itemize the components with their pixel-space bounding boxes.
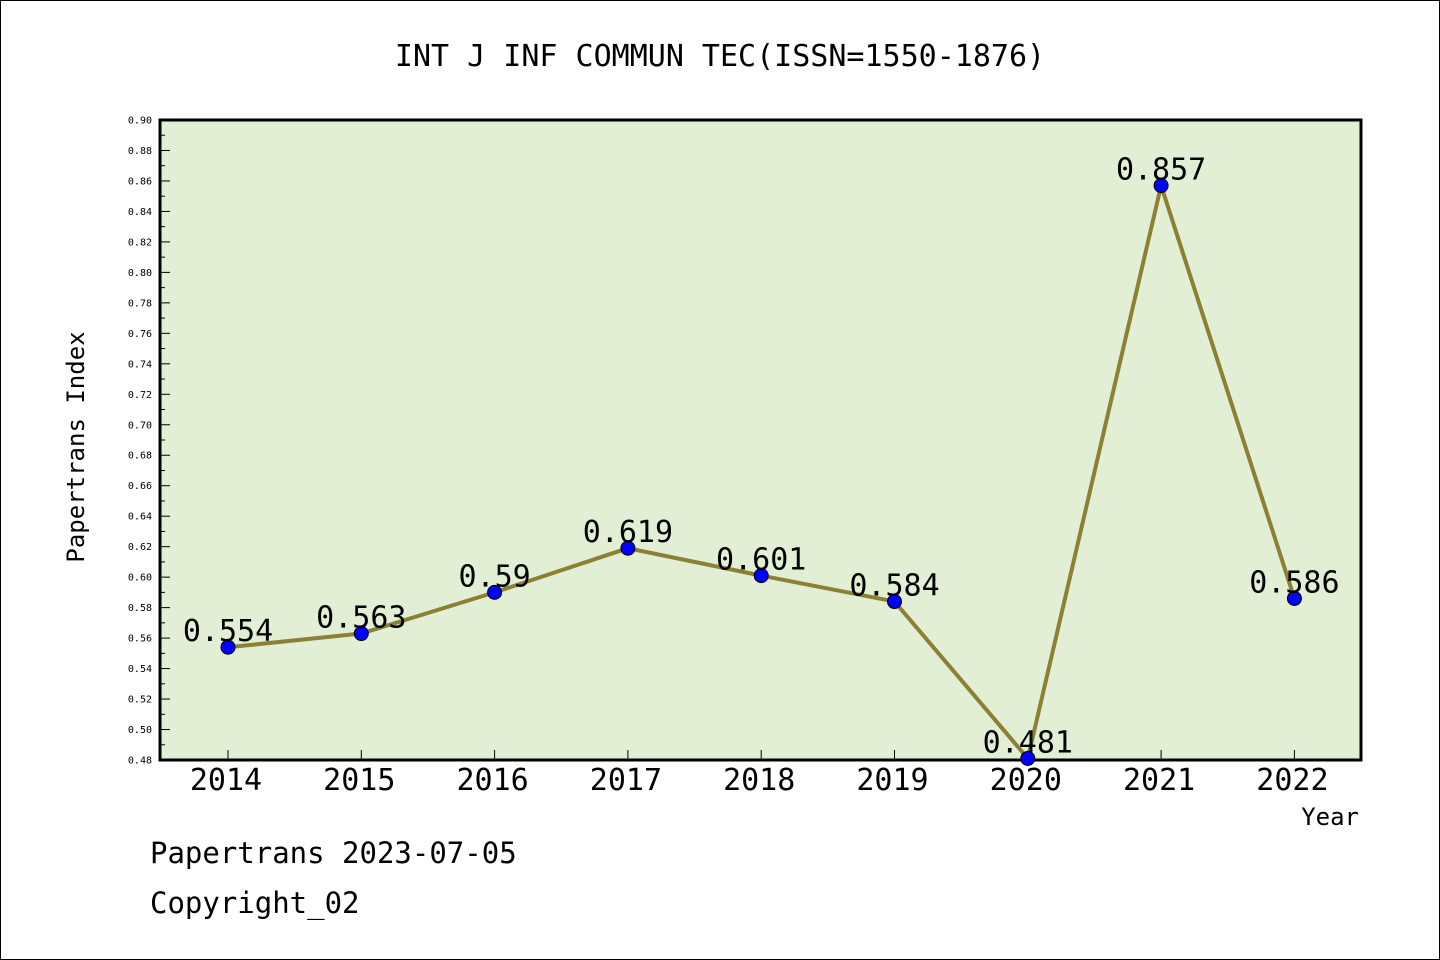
y-tick-label: 0.70 <box>128 420 152 431</box>
y-tick-label: 0.74 <box>128 359 152 370</box>
x-axis-label: Year <box>1301 803 1359 831</box>
data-point <box>1153 178 1169 194</box>
data-point <box>220 639 236 655</box>
x-tick-label: 2020 <box>990 763 1062 798</box>
y-tick-label: 0.78 <box>128 298 152 309</box>
data-label: 0.481 <box>983 725 1073 760</box>
y-tick-label: 0.76 <box>128 329 152 340</box>
chart-title: INT J INF COMMUN TEC(ISSN=1550-1876) <box>395 39 1045 74</box>
plot-area <box>158 118 1363 762</box>
y-tick-label: 0.54 <box>128 664 152 675</box>
data-point <box>620 540 636 556</box>
x-tick-label: 2014 <box>190 763 262 798</box>
x-tick-label: 2021 <box>1123 763 1195 798</box>
y-tick-label: 0.82 <box>128 237 152 248</box>
data-label: 0.59 <box>458 559 530 594</box>
y-tick-label: 0.56 <box>128 634 152 645</box>
footer-copyright: Copyright_02 <box>150 886 360 921</box>
x-tick-label: 2015 <box>323 763 395 798</box>
x-tick-label: 2022 <box>1256 763 1328 798</box>
x-tick-label: 2016 <box>456 763 528 798</box>
x-tick-label: 2018 <box>723 763 795 798</box>
data-label: 0.619 <box>583 515 673 550</box>
data-point <box>353 626 369 642</box>
x-tick-label: 2017 <box>590 763 662 798</box>
y-tick-label: 0.48 <box>128 756 152 767</box>
data-labels: 0.554 0.563 0.59 0.619 0.601 0.584 0.481 0.857 0… <box>183 153 1340 761</box>
data-point <box>1286 590 1302 606</box>
data-label: 0.563 <box>316 601 406 636</box>
y-tick-label: 0.80 <box>128 268 152 279</box>
y-tick-label: 0.64 <box>128 512 152 523</box>
footer-date: Papertrans 2023-07-05 <box>150 836 517 870</box>
data-label: 0.584 <box>849 569 939 604</box>
data-label: 0.554 <box>183 614 273 649</box>
y-tick-label: 0.58 <box>128 603 152 614</box>
y-tick-label: 0.86 <box>128 176 152 187</box>
data-label: 0.601 <box>716 543 806 578</box>
data-point <box>487 584 503 600</box>
y-tick-label: 0.52 <box>128 695 152 706</box>
series-markers <box>220 178 1302 766</box>
data-label: 0.586 <box>1249 565 1339 600</box>
y-tick-label: 0.62 <box>128 542 152 553</box>
y-axis-label: Papertrans Index <box>62 331 90 562</box>
y-tick-label: 0.50 <box>128 725 152 736</box>
y-axis: 0.48 0.50 0.52 0.54 0.56 0.58 0.60 0.62 0.64 0.66… <box>128 116 170 767</box>
y-tick-label: 0.68 <box>128 451 152 462</box>
data-point <box>887 594 902 610</box>
y-tick-label: 0.66 <box>128 481 152 492</box>
y-tick-label: 0.72 <box>128 390 152 401</box>
y-tick-label: 0.60 <box>128 573 152 584</box>
x-axis: 2014 2015 2016 2017 2018 2019 2020 2021 2022 <box>190 750 1329 798</box>
x-tick-label: 2019 <box>856 763 928 798</box>
y-tick-label: 0.84 <box>128 207 152 218</box>
data-label: 0.857 <box>1116 153 1206 188</box>
data-point <box>753 568 769 584</box>
y-tick-label: 0.88 <box>128 146 152 157</box>
data-point <box>1020 750 1036 766</box>
y-tick-label: 0.90 <box>128 116 152 127</box>
